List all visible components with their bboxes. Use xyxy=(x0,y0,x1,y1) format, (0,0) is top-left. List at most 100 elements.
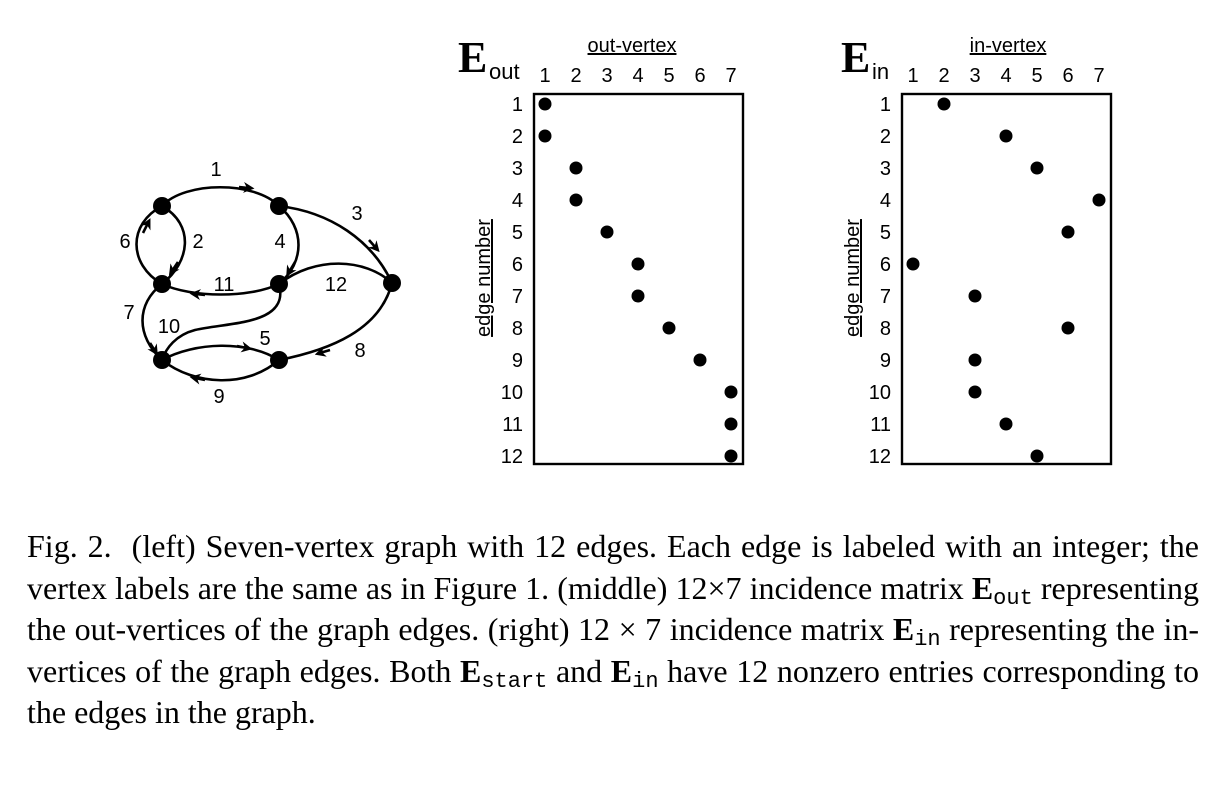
e-out-col-4: 4 xyxy=(632,65,643,87)
e-in-frame xyxy=(900,92,1113,466)
edge-label-2: 2 xyxy=(192,231,203,253)
edge-arrow-1 xyxy=(238,181,255,193)
e-out-entry-row-5 xyxy=(600,225,614,239)
e-in-row-1: 1 xyxy=(880,94,891,116)
e-out-row-9: 9 xyxy=(512,350,523,372)
edge-label-1: 1 xyxy=(210,159,221,181)
edge-arrow-5 xyxy=(236,341,253,353)
e-in-entry-row-2 xyxy=(999,129,1013,143)
graph-vertex-4 xyxy=(153,275,171,293)
edge-label-8: 8 xyxy=(354,340,365,362)
e-in-col-labels: 1 2 3 4 5 6 7 xyxy=(907,65,1104,87)
graph-edge-9 xyxy=(161,358,280,382)
caption-ein2-symbol: E xyxy=(610,652,633,689)
graph-vertex-3 xyxy=(383,274,401,292)
edge-arrow-3 xyxy=(368,239,380,253)
e-in-entry-row-6 xyxy=(906,257,920,271)
e-out-col-5: 5 xyxy=(663,65,674,87)
e-in-entries xyxy=(906,97,1106,463)
e-out-row-1: 1 xyxy=(512,94,523,116)
e-out-entries xyxy=(538,97,738,463)
e-in-entry-row-10 xyxy=(968,385,982,399)
graph-edge-8 xyxy=(278,282,394,362)
caption-text-5: have 12 nonzero entries corresponding to… xyxy=(27,652,1200,731)
e-out-entry-row-8 xyxy=(662,321,676,335)
edge-label-7: 7 xyxy=(123,302,134,324)
e-in-row-labels: 1 2 3 4 5 6 7 8 9 10 11 12 xyxy=(869,94,891,468)
caption-ein2-subscript: in xyxy=(632,668,659,694)
out-vertex-header: out-vertex xyxy=(588,35,677,57)
graph-edge-1 xyxy=(161,185,280,207)
e-out-row-axis-label: edge number xyxy=(473,219,495,337)
e-out-row-10: 10 xyxy=(501,382,523,404)
caption-estart-symbol: E xyxy=(459,652,482,689)
caption-text-1: (left) Seven-vertex graph with 12 edges.… xyxy=(27,528,1208,606)
e-out-col-1: 1 xyxy=(539,65,550,87)
e-out-row-2: 2 xyxy=(512,126,523,148)
edge-arrow-9 xyxy=(189,373,206,385)
e-in-entry-row-3 xyxy=(1030,161,1044,175)
graph-edge-2 xyxy=(161,204,187,286)
e-in-row-3: 3 xyxy=(880,158,891,180)
edge-label-11: 11 xyxy=(214,274,235,296)
e-in-entry-row-7 xyxy=(968,289,982,303)
seven-vertex-graph xyxy=(135,181,394,385)
edge-label-12: 12 xyxy=(325,274,347,296)
graph-edge-11 xyxy=(161,282,280,296)
e-in-row-axis-label: edge number xyxy=(842,219,864,337)
e-in-col-5: 5 xyxy=(1031,65,1042,87)
e-in-row-4: 4 xyxy=(880,190,891,212)
caption-text-2: representing the out-vertices of the gra… xyxy=(27,569,1200,648)
e-out-entry-row-11 xyxy=(724,417,738,431)
edge-label-9: 9 xyxy=(213,386,224,408)
e-out-subscript: out xyxy=(489,59,520,84)
e-out-entry-row-12 xyxy=(724,449,738,463)
e-in-row-12: 12 xyxy=(869,446,891,468)
edge-arrow-7 xyxy=(147,342,158,356)
e-out-col-7: 7 xyxy=(725,65,736,87)
e-out-col-labels: 1 2 3 4 5 6 7 xyxy=(539,65,736,87)
e-out-entry-row-4 xyxy=(569,193,583,207)
e-in-row-9: 9 xyxy=(880,350,891,372)
graph-vertex-5 xyxy=(270,275,288,293)
e-in-row-11: 11 xyxy=(870,414,891,436)
e-out-row-11: 11 xyxy=(502,414,523,436)
e-out-entry-row-9 xyxy=(693,353,707,367)
edge-label-10: 10 xyxy=(158,316,180,338)
e-out-row-3: 3 xyxy=(512,158,523,180)
e-out-row-4: 4 xyxy=(512,190,523,212)
e-in-row-7: 7 xyxy=(880,286,891,308)
e-in-row-8: 8 xyxy=(880,318,891,340)
e-out-row-7: 7 xyxy=(512,286,523,308)
graph-vertex-6 xyxy=(153,351,171,369)
caption-eout-symbol: E xyxy=(971,569,994,606)
e-out-matrix: E out out-vertex edge number 1 2 3 4 5 6… xyxy=(458,33,745,468)
e-in-entry-row-8 xyxy=(1061,321,1075,335)
graph-edge-12 xyxy=(278,262,393,286)
e-in-col-3: 3 xyxy=(969,65,980,87)
graph-vertex-2 xyxy=(270,197,288,215)
graph-vertex-layer xyxy=(153,197,401,369)
graph-edge-labels: 1 2 3 4 5 6 7 8 9 10 11 12 xyxy=(119,159,365,408)
edge-label-6: 6 xyxy=(119,231,130,253)
e-in-col-7: 7 xyxy=(1093,65,1104,87)
caption-eout-subscript: out xyxy=(993,585,1033,611)
e-in-row-2: 2 xyxy=(880,126,891,148)
e-in-entry-row-5 xyxy=(1061,225,1075,239)
e-out-row-labels: 1 2 3 4 5 6 7 8 9 10 11 12 xyxy=(501,94,523,468)
caption-text-4: and xyxy=(547,652,611,689)
caption-text-3: representing the in-vertices of the grap… xyxy=(27,611,1200,689)
e-in-entry-row-4 xyxy=(1092,193,1106,207)
e-in-col-1: 1 xyxy=(907,65,918,87)
e-in-entry-row-12 xyxy=(1030,449,1044,463)
edge-arrow-4 xyxy=(286,261,297,277)
e-in-col-4: 4 xyxy=(1000,65,1011,87)
e-out-entry-row-3 xyxy=(569,161,583,175)
e-in-row-10: 10 xyxy=(869,382,891,404)
edge-label-3: 3 xyxy=(351,203,362,225)
e-out-entry-row-1 xyxy=(538,97,552,111)
e-in-subscript: in xyxy=(872,59,889,84)
edge-arrow-2 xyxy=(168,261,180,276)
e-in-col-2: 2 xyxy=(938,65,949,87)
e-in-entry-row-11 xyxy=(999,417,1013,431)
